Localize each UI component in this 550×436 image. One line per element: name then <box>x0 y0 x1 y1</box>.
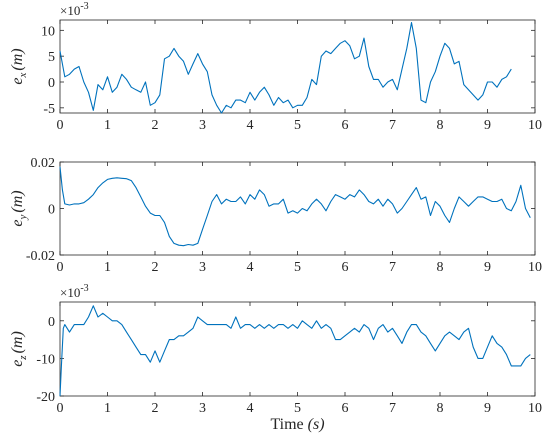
x-tick-label: 2 <box>152 401 159 416</box>
y-axis-label: ey (m) <box>9 190 29 226</box>
y-exponent-power: -3 <box>80 1 88 12</box>
series-line <box>59 22 512 114</box>
x-tick-label: 3 <box>199 118 206 133</box>
y-exponent-power: -3 <box>80 283 88 294</box>
x-tick-label: 0 <box>57 401 64 416</box>
y-axis-label-sub: x <box>17 73 29 79</box>
x-tick-label: 7 <box>389 260 396 275</box>
x-axis-label-unit: (s) <box>308 416 325 433</box>
x-tick-label: 9 <box>484 118 491 133</box>
x-tick-label: 10 <box>528 401 542 416</box>
x-tick-label: 3 <box>199 401 206 416</box>
y-axis-label-unit: (m) <box>9 48 26 70</box>
x-tick-label: 2 <box>152 260 159 275</box>
y-tick-label: 0.02 <box>31 156 56 171</box>
y-axis-label-var: e <box>9 360 26 367</box>
x-tick-label: 4 <box>247 260 254 275</box>
series-line <box>59 305 531 397</box>
y-exponent-label: ×10-3 <box>60 1 89 18</box>
y-tick-label: -10 <box>36 352 55 367</box>
x-tick-label: 4 <box>247 118 254 133</box>
axes-frame <box>59 19 536 114</box>
y-axis-label-sub: z <box>17 355 29 361</box>
x-tick-label: 8 <box>437 401 444 416</box>
y-axis-label-sub: y <box>17 215 29 221</box>
x-tick-label: 6 <box>342 401 349 416</box>
x-axis-label-text: Time <box>270 416 307 433</box>
y-tick-label: 10 <box>41 24 55 39</box>
x-tick-label: 5 <box>294 401 301 416</box>
y-tick-label: 0 <box>48 76 55 91</box>
y-tick-label: 0 <box>48 203 55 218</box>
y-axis-label-unit: (m) <box>9 190 26 212</box>
x-tick-label: 8 <box>437 118 444 133</box>
y-axis-label-var: e <box>9 220 26 227</box>
x-tick-label: 8 <box>437 260 444 275</box>
x-tick-label: 6 <box>342 118 349 133</box>
axes-frame <box>59 301 536 397</box>
x-tick-label: 9 <box>484 260 491 275</box>
y-axis-label-var: e <box>9 78 26 85</box>
y-tick-label: -20 <box>36 390 55 405</box>
x-tick-label: 1 <box>104 401 111 416</box>
x-tick-label: 7 <box>389 118 396 133</box>
y-exponent-base: ×10 <box>60 285 80 300</box>
y-axis-label: ez (m) <box>9 331 29 367</box>
x-tick-label: 9 <box>484 401 491 416</box>
y-axis-label-unit: (m) <box>9 331 26 353</box>
x-tick-label: 2 <box>152 118 159 133</box>
x-tick-label: 7 <box>389 401 396 416</box>
y-tick-label: 5 <box>48 50 55 65</box>
y-axis-label: ex (m) <box>9 48 29 84</box>
y-tick-label: -5 <box>43 102 55 117</box>
y-exponent-label: ×10-3 <box>60 283 89 300</box>
y-tick-label: -0.02 <box>26 249 55 264</box>
x-tick-label: 0 <box>57 118 64 133</box>
x-axis-label: Time (s) <box>270 416 324 433</box>
x-tick-label: 1 <box>104 118 111 133</box>
x-tick-label: 5 <box>294 260 301 275</box>
x-tick-label: 3 <box>199 260 206 275</box>
x-tick-label: 10 <box>528 260 542 275</box>
axes-frame <box>59 161 536 256</box>
x-tick-label: 6 <box>342 260 349 275</box>
series-line <box>59 166 531 247</box>
y-exponent-base: ×10 <box>60 3 80 18</box>
x-tick-label: 1 <box>104 260 111 275</box>
x-tick-label: 0 <box>57 260 64 275</box>
x-tick-label: 10 <box>528 118 542 133</box>
subplot-3: 0 1 2 3 4 5 6 7 8 9 10 -20 -10 0 ez (m) ×10-3 Time (s) <box>9 283 542 433</box>
x-tick-label: 5 <box>294 118 301 133</box>
y-tick-label: 0 <box>48 315 55 330</box>
x-tick-label: 4 <box>247 401 254 416</box>
